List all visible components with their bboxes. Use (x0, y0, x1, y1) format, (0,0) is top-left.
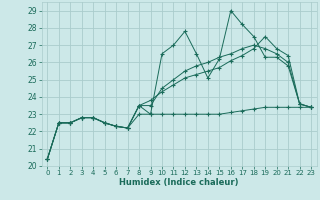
X-axis label: Humidex (Indice chaleur): Humidex (Indice chaleur) (119, 178, 239, 187)
